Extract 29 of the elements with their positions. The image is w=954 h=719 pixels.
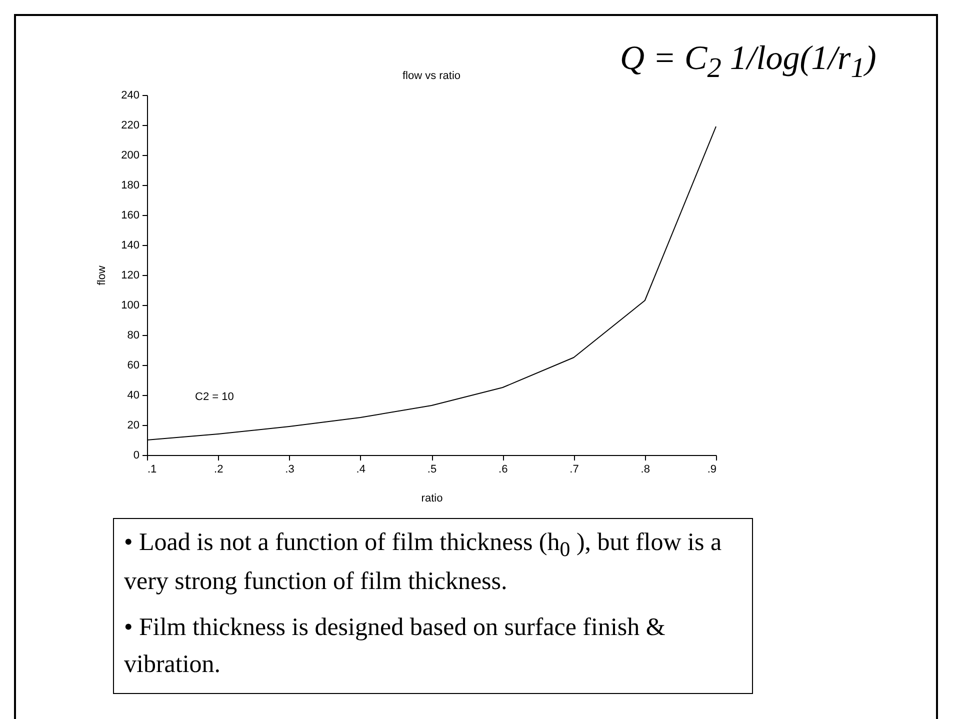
y-tick-label: 40 bbox=[127, 390, 140, 402]
x-tick-label: .5 bbox=[427, 464, 437, 476]
y-tick-label: 100 bbox=[121, 300, 140, 312]
y-tick-label: 140 bbox=[121, 240, 140, 252]
y-tick-label: 20 bbox=[127, 420, 140, 432]
x-tick-label: .6 bbox=[498, 464, 508, 476]
x-tick-label: .2 bbox=[214, 464, 224, 476]
y-tick-label: 60 bbox=[127, 360, 140, 372]
y-tick-label: 240 bbox=[121, 90, 140, 102]
y-tick-label: 200 bbox=[121, 150, 140, 162]
x-tick-label: .9 bbox=[707, 464, 716, 476]
y-tick-label: 220 bbox=[121, 120, 140, 132]
x-axis-title: ratio bbox=[421, 492, 443, 504]
x-tick-label: .7 bbox=[570, 464, 579, 476]
text: Q = C$_{2}$ 1/log(1/r$_{1}$) bbox=[620, 40, 876, 85]
y-axis-title: flow bbox=[96, 266, 108, 286]
x-tick-label: .3 bbox=[285, 464, 294, 476]
x-tick-label: .1 bbox=[148, 464, 157, 476]
x-tick-label: .4 bbox=[356, 464, 366, 476]
y-tick-label: 80 bbox=[127, 330, 140, 342]
text: • Film thickness is designed based on surface finish & vibration. bbox=[124, 613, 666, 680]
x-tick-label: .8 bbox=[640, 464, 650, 476]
y-tick-label: 160 bbox=[121, 210, 140, 222]
annotation: C2 = 10 bbox=[195, 391, 234, 403]
y-tick-label: 0 bbox=[133, 450, 140, 462]
y-tick-label: 120 bbox=[121, 270, 140, 282]
chart-title: flow vs ratio bbox=[402, 70, 461, 82]
text: • Load is not a function of film thickness (h$_{0}$ ), but flow is a very strong function of film thickness. bbox=[124, 529, 722, 596]
y-tick-label: 180 bbox=[121, 180, 140, 192]
